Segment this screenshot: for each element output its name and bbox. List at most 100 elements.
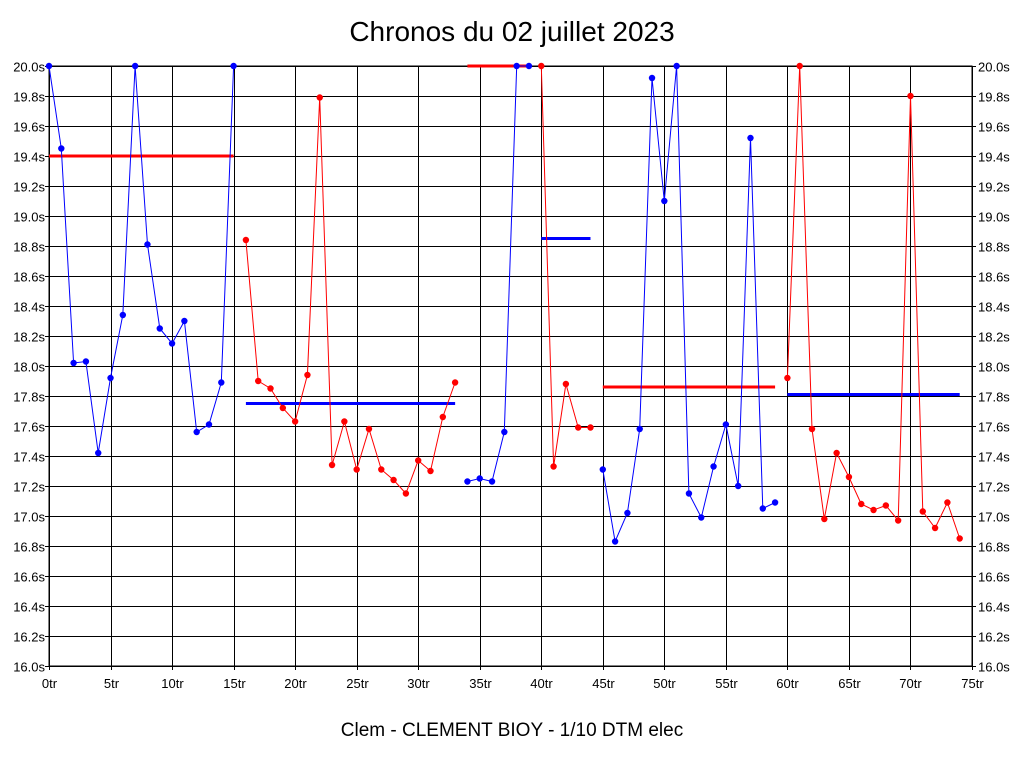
- data-point: [599, 466, 606, 473]
- data-point: [353, 466, 360, 473]
- data-point: [722, 421, 730, 428]
- x-tick-label: 60tr: [776, 676, 799, 691]
- data-point: [550, 463, 557, 470]
- data-point: [685, 490, 693, 497]
- y-tick-label-right: 17.4s: [978, 450, 1010, 465]
- data-point: [230, 62, 237, 70]
- data-point: [402, 490, 410, 497]
- data-point: [279, 404, 287, 412]
- y-tick-label-left: 17.8s: [13, 390, 45, 405]
- data-point: [181, 317, 188, 325]
- data-point: [144, 241, 151, 248]
- data-point: [464, 478, 471, 485]
- data-point: [784, 374, 791, 382]
- x-tick-label: 15tr: [223, 676, 246, 691]
- y-tick-label-left: 17.4s: [13, 450, 45, 465]
- data-point: [845, 473, 853, 481]
- y-tick-label-left: 18.6s: [13, 270, 45, 285]
- data-point: [907, 92, 914, 100]
- data-point: [587, 424, 594, 431]
- data-point: [894, 517, 902, 524]
- data-point: [538, 62, 545, 70]
- x-tick-label: 0tr: [42, 676, 58, 691]
- data-point: [205, 421, 213, 428]
- data-point: [870, 506, 877, 514]
- x-tick-label: 55tr: [715, 676, 738, 691]
- data-point: [525, 62, 533, 70]
- series-line: [786, 65, 961, 539]
- data-point: [734, 482, 742, 490]
- data-point: [759, 505, 766, 512]
- y-tick-label-right: 18.4s: [978, 300, 1010, 315]
- y-tick-label-left: 17.0s: [13, 510, 45, 525]
- data-point: [242, 236, 250, 244]
- data-point: [747, 134, 754, 142]
- x-tick-label: 40tr: [530, 676, 553, 691]
- x-tick-label: 70tr: [899, 676, 922, 691]
- y-tick-label-left: 19.8s: [13, 90, 45, 105]
- series-line: [467, 65, 529, 483]
- y-tick-label-left: 18.0s: [13, 360, 45, 375]
- y-tick-label-left: 16.4s: [13, 600, 45, 615]
- x-tick-label: 45tr: [592, 676, 615, 691]
- data-point: [944, 499, 951, 506]
- data-point: [107, 374, 114, 382]
- data-point: [365, 425, 373, 433]
- y-tick-label-left: 19.2s: [13, 180, 45, 195]
- y-tick-label-right: 19.2s: [978, 180, 1010, 195]
- y-tick-label-left: 17.2s: [13, 480, 45, 495]
- y-tick-label-right: 16.6s: [978, 570, 1010, 585]
- y-tick-label-right: 19.4s: [978, 150, 1010, 165]
- data-point: [255, 377, 262, 385]
- data-point: [304, 371, 311, 379]
- y-tick-label-right: 18.0s: [978, 360, 1010, 375]
- y-tick-label-right: 16.8s: [978, 540, 1010, 555]
- y-tick-label-right: 17.0s: [978, 510, 1010, 525]
- y-tick-label-right: 19.0s: [978, 210, 1010, 225]
- y-tick-label-right: 16.4s: [978, 600, 1010, 615]
- y-tick-label-left: 20.0s: [13, 60, 45, 75]
- data-point: [956, 535, 963, 542]
- data-point: [488, 478, 496, 485]
- data-point: [833, 449, 840, 457]
- x-tick-label: 50tr: [653, 676, 676, 691]
- x-tick-label: 30tr: [407, 676, 430, 691]
- data-point: [611, 538, 619, 545]
- x-tick-label: 35tr: [469, 676, 492, 691]
- y-tick-label-right: 17.6s: [978, 420, 1010, 435]
- data-point: [710, 463, 717, 470]
- y-tick-label-right: 20.0s: [978, 60, 1010, 75]
- data-point: [858, 500, 865, 508]
- y-tick-label-left: 19.0s: [13, 210, 45, 225]
- data-point: [771, 499, 779, 506]
- y-tick-label-left: 19.4s: [13, 150, 45, 165]
- series-line: [48, 65, 235, 454]
- y-tick-label-left: 18.8s: [13, 240, 45, 255]
- data-point: [82, 358, 90, 365]
- x-tick-label: 25tr: [346, 676, 369, 691]
- data-point: [193, 428, 200, 436]
- y-tick-label-left: 16.8s: [13, 540, 45, 555]
- y-tick-label-right: 18.6s: [978, 270, 1010, 285]
- y-tick-label-left: 18.2s: [13, 330, 45, 345]
- data-point: [562, 380, 570, 388]
- y-tick-label-right: 18.2s: [978, 330, 1010, 345]
- data-point: [390, 476, 397, 484]
- data-point: [624, 509, 631, 517]
- y-tick-label-right: 17.8s: [978, 390, 1010, 405]
- data-point: [648, 74, 656, 82]
- grid-layer: [45, 65, 976, 670]
- x-tick-label: 5tr: [104, 676, 120, 691]
- data-point: [673, 62, 680, 70]
- y-tick-label-right: 18.8s: [978, 240, 1010, 255]
- data-point: [439, 413, 447, 421]
- data-point: [95, 449, 102, 457]
- data-point: [119, 311, 127, 319]
- data-point: [70, 359, 77, 367]
- y-tick-label-right: 17.2s: [978, 480, 1010, 495]
- y-tick-label-left: 16.2s: [13, 630, 45, 645]
- y-tick-label-left: 17.6s: [13, 420, 45, 435]
- data-point: [882, 502, 890, 509]
- data-point: [451, 379, 459, 386]
